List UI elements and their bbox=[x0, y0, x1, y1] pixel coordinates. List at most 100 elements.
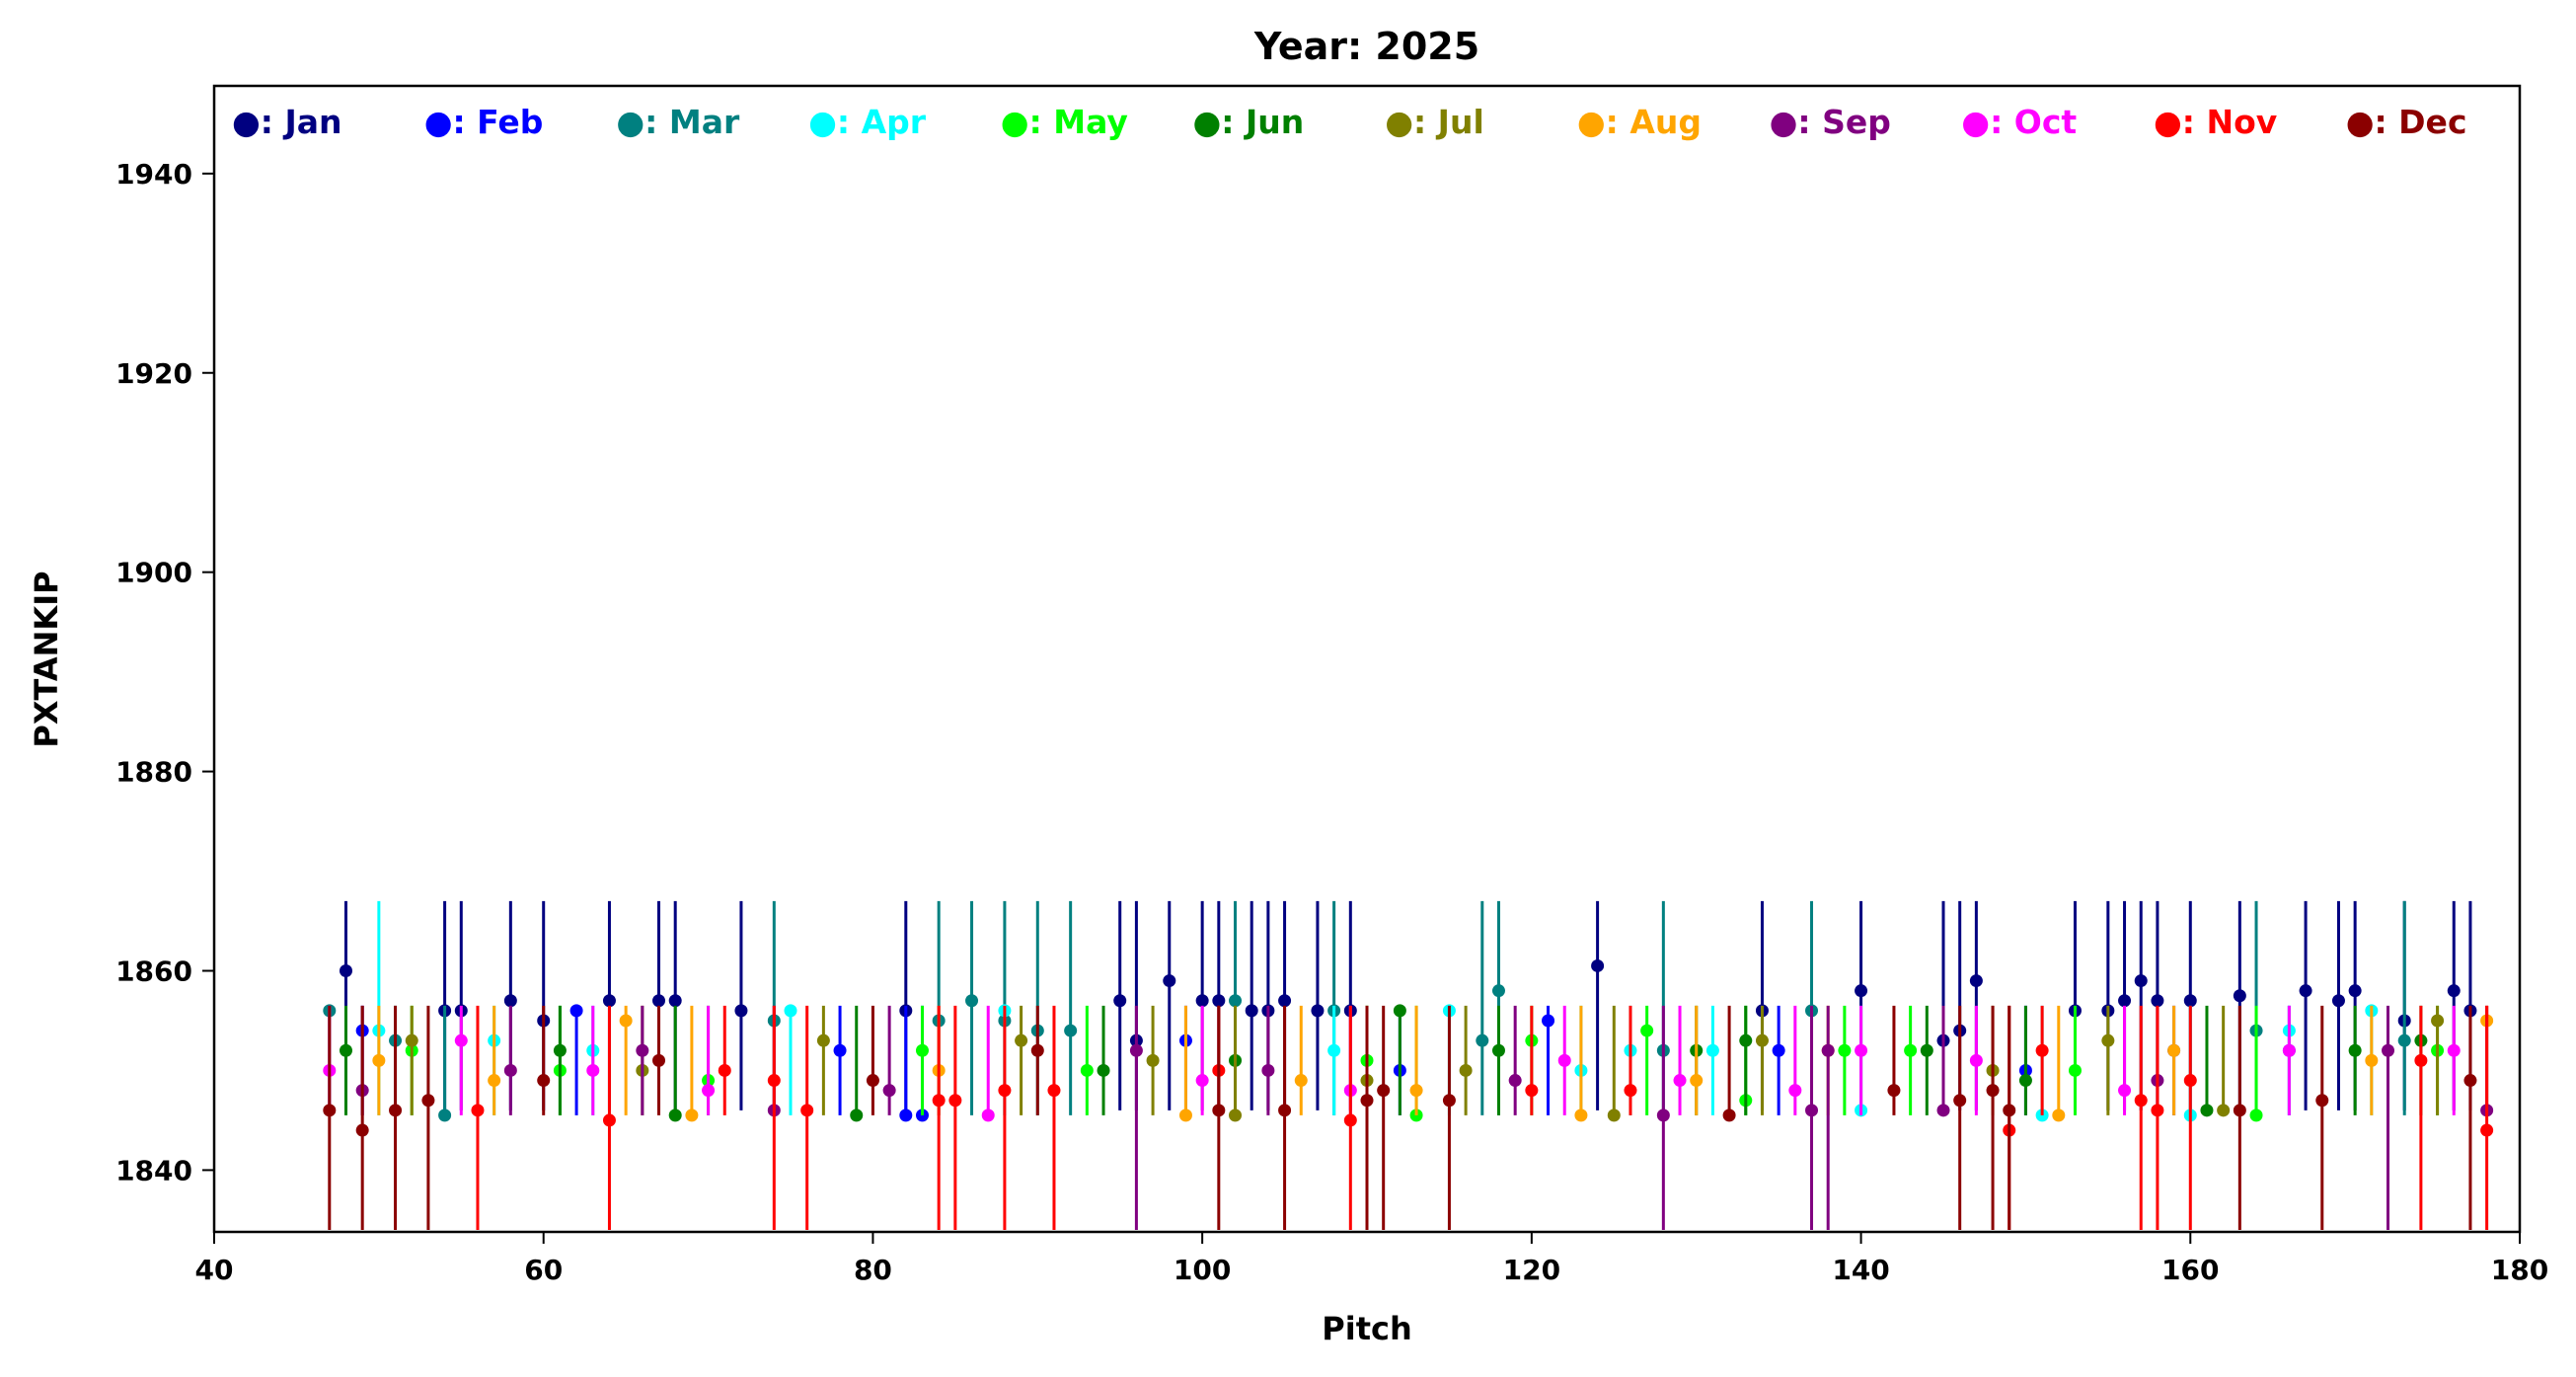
x-tick-label: 40 bbox=[195, 1254, 234, 1286]
data-point bbox=[652, 1053, 666, 1067]
data-point bbox=[1624, 1084, 1637, 1098]
data-point bbox=[1574, 1109, 1588, 1122]
data-point bbox=[2447, 1043, 2461, 1057]
series-jun bbox=[339, 1004, 2428, 1122]
y-tick-label: 1920 bbox=[115, 357, 192, 390]
data-point bbox=[1542, 1014, 1555, 1028]
data-point bbox=[2003, 1104, 2016, 1117]
x-tick-label: 60 bbox=[524, 1254, 563, 1286]
data-point bbox=[1476, 1033, 1489, 1047]
data-point bbox=[2101, 1033, 2115, 1047]
data-point bbox=[1887, 1084, 1901, 1098]
data-point bbox=[932, 1094, 946, 1108]
data-point bbox=[389, 1104, 403, 1117]
x-tick-label: 140 bbox=[1832, 1254, 1889, 1286]
data-point bbox=[421, 1094, 435, 1108]
data-point bbox=[1739, 1033, 1753, 1047]
legend: ●: Jan ●: Feb ●: Mar ●: Apr ●: May ●: Jun ●: J… bbox=[232, 103, 2467, 141]
data-point bbox=[1229, 1109, 1243, 1122]
x-tick-label: 120 bbox=[1503, 1254, 1560, 1286]
data-point bbox=[1607, 1109, 1621, 1122]
data-point bbox=[2480, 1123, 2494, 1137]
data-point bbox=[537, 1074, 551, 1088]
data-point bbox=[1278, 994, 1292, 1008]
data-point bbox=[2397, 1033, 2411, 1047]
data-point bbox=[1855, 1043, 1868, 1057]
data-point bbox=[866, 1074, 879, 1088]
legend-entry-oct: ●: Oct bbox=[1961, 103, 2077, 141]
data-point bbox=[1656, 1109, 1670, 1122]
data-point bbox=[2183, 1074, 2197, 1088]
data-point bbox=[2331, 994, 2345, 1008]
data-point bbox=[2018, 1074, 2032, 1088]
y-axis-label: PXTANKIP bbox=[28, 571, 65, 747]
series-jul bbox=[405, 1005, 2445, 1122]
data-point bbox=[800, 1104, 814, 1117]
data-point bbox=[1525, 1084, 1539, 1098]
data-point bbox=[702, 1084, 716, 1098]
data-point bbox=[1491, 984, 1505, 998]
data-point bbox=[438, 1109, 452, 1122]
data-point bbox=[2052, 1109, 2066, 1122]
data-point bbox=[503, 1063, 517, 1077]
legend-entry-dec: ●: Dec bbox=[2346, 103, 2467, 141]
data-point bbox=[1459, 1063, 1473, 1077]
legend-entry-nov: ●: Nov bbox=[2154, 103, 2278, 141]
y-tick-label: 1880 bbox=[115, 756, 192, 789]
data-point bbox=[718, 1063, 731, 1077]
data-point bbox=[405, 1033, 418, 1047]
data-point bbox=[882, 1084, 896, 1098]
data-point bbox=[1986, 1084, 2000, 1098]
data-point bbox=[1904, 1043, 1918, 1057]
y-tick-label: 1840 bbox=[115, 1154, 192, 1186]
data-point bbox=[2035, 1043, 2049, 1057]
x-axis-label: Pitch bbox=[1322, 1310, 1411, 1347]
legend-entry-jan: ●: Jan bbox=[232, 103, 342, 141]
data-point bbox=[1969, 1053, 1983, 1067]
data-point bbox=[586, 1063, 600, 1077]
data-point bbox=[2118, 994, 2132, 1008]
data-point bbox=[1855, 984, 1868, 998]
x-tick-label: 180 bbox=[2491, 1254, 2548, 1286]
data-point bbox=[372, 1053, 386, 1067]
data-point bbox=[569, 1004, 583, 1018]
data-point bbox=[1393, 1004, 1406, 1018]
data-point bbox=[1969, 974, 1983, 988]
data-point bbox=[636, 1043, 649, 1057]
plot-area bbox=[323, 900, 2494, 1230]
legend-entry-aug: ●: Aug bbox=[1577, 103, 1702, 141]
data-point bbox=[1673, 1074, 1687, 1088]
data-point bbox=[784, 1004, 797, 1018]
legend-entry-mar: ●: Mar bbox=[616, 103, 740, 141]
data-point bbox=[965, 994, 979, 1008]
data-point bbox=[1064, 1024, 1078, 1037]
data-point bbox=[1178, 1109, 1192, 1122]
data-point bbox=[1920, 1043, 1933, 1057]
data-point bbox=[2183, 994, 2197, 1008]
data-point bbox=[1015, 1033, 1028, 1047]
y-tick-label: 1900 bbox=[115, 557, 192, 589]
data-point bbox=[1245, 1004, 1258, 1018]
data-point bbox=[652, 994, 666, 1008]
data-point bbox=[1442, 1094, 1456, 1108]
data-point bbox=[503, 994, 517, 1008]
data-point bbox=[2233, 1104, 2246, 1117]
data-point bbox=[1294, 1074, 1308, 1088]
data-point bbox=[1261, 1063, 1275, 1077]
data-point bbox=[1591, 958, 1605, 972]
data-point bbox=[1080, 1063, 1094, 1077]
y-axis-ticks: 1840 1860 1880 1900 1920 1940 bbox=[115, 158, 214, 1186]
data-point bbox=[2167, 1043, 2181, 1057]
data-point bbox=[1212, 1104, 1226, 1117]
data-point bbox=[767, 1074, 781, 1088]
data-point bbox=[1360, 1094, 1374, 1108]
data-point bbox=[1690, 1074, 1704, 1088]
data-point bbox=[2233, 989, 2246, 1003]
data-point bbox=[1838, 1043, 1852, 1057]
legend-entry-jul: ●: Jul bbox=[1385, 103, 1484, 141]
legend-entry-may: ●: May bbox=[1001, 103, 1128, 141]
data-point bbox=[1755, 1033, 1769, 1047]
data-point bbox=[1311, 1004, 1325, 1018]
plot-frame bbox=[212, 84, 2522, 1234]
